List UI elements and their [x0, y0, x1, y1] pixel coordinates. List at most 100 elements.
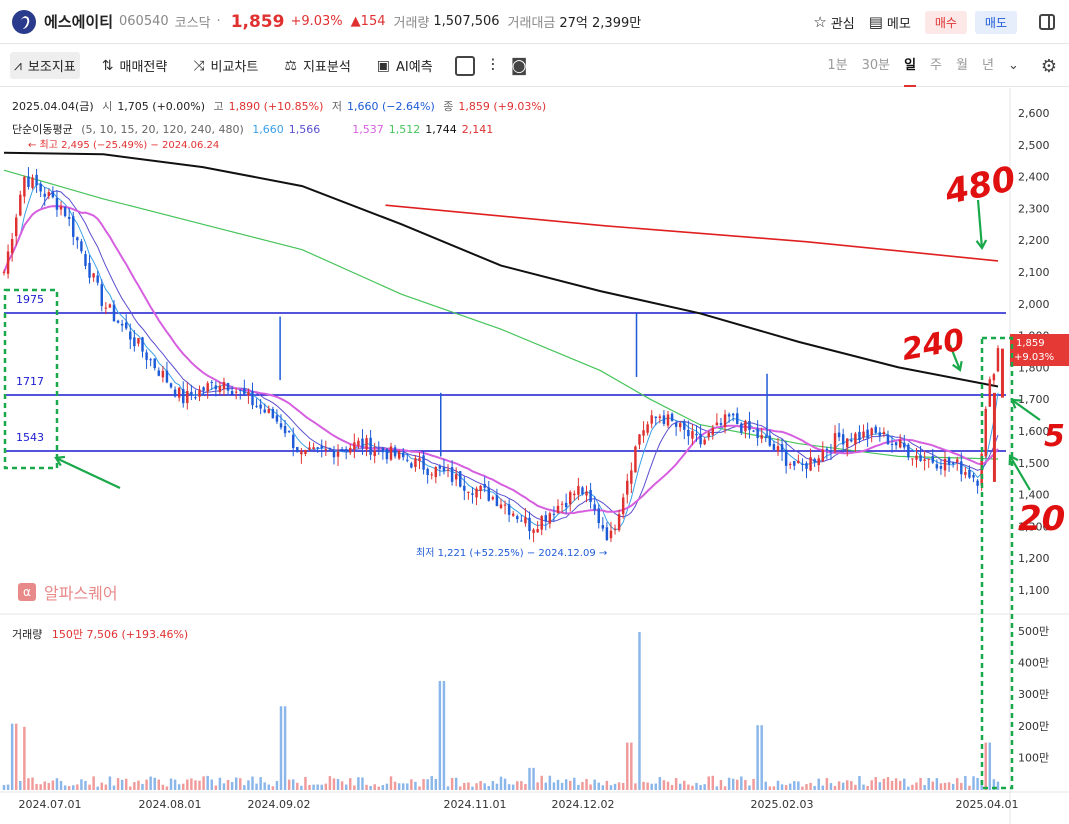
volume-bar	[874, 777, 877, 790]
volume-bar	[903, 778, 906, 790]
volume-bar	[59, 781, 63, 790]
volume-bar	[890, 780, 894, 790]
volume-bar	[300, 785, 303, 790]
volume-bar	[133, 782, 136, 790]
period-week[interactable]: 주	[930, 58, 943, 73]
strategy-button[interactable]: ⇅ 매매전략	[98, 52, 172, 79]
ai-predict-button[interactable]: ▣ AI예측	[373, 52, 437, 79]
volume-bar	[251, 776, 254, 790]
arrow-480-head	[975, 239, 988, 251]
high-label: 고	[213, 100, 224, 113]
sell-button[interactable]: 매도	[974, 10, 1017, 34]
watch-label: 관심	[830, 16, 855, 32]
memo-button[interactable]: ▤ 메모	[869, 13, 911, 32]
camera-icon[interactable]: ◙	[510, 55, 528, 76]
candle-body	[858, 431, 861, 440]
alphasquare-logo-icon: α	[18, 583, 36, 601]
volume-bar	[915, 782, 918, 790]
volume-bar	[886, 777, 890, 790]
side-panel-icon[interactable]	[1039, 14, 1055, 30]
indicators-button[interactable]: ⩘ 보조지표	[10, 52, 80, 79]
volume-bar	[475, 783, 478, 790]
candle-body	[55, 197, 59, 210]
period-month[interactable]: 월	[956, 58, 968, 73]
volume-bar	[597, 782, 600, 790]
last-price-pct: +9.03%	[1014, 352, 1054, 363]
candle-body	[511, 513, 515, 516]
watch-button[interactable]: ☆ 관심	[813, 13, 854, 32]
volume-bar	[39, 784, 42, 790]
period-year[interactable]: 년	[981, 58, 994, 73]
stock-name[interactable]: 에스에이티	[44, 13, 114, 31]
volume-bar	[385, 783, 389, 790]
volume-bar	[577, 784, 580, 790]
candle-body	[230, 391, 234, 395]
price-chart[interactable]: 2,6002,5002,4002,3002,2002,1002,0001,900…	[0, 88, 1069, 824]
period-1min[interactable]: 1분	[827, 58, 848, 73]
volume-bar	[161, 784, 165, 790]
candle-body	[748, 420, 751, 431]
y-tick-label: 2,100	[1018, 266, 1050, 279]
candle-body	[907, 444, 910, 458]
volume-panel-value: 150만 7,506 (+193.46%)	[51, 628, 189, 641]
candle-body	[736, 413, 739, 425]
volume-bar	[389, 776, 393, 790]
candle-body	[422, 455, 425, 470]
candle-body	[2, 272, 6, 274]
volume-bar	[711, 775, 715, 790]
volume-bar	[931, 781, 935, 790]
volume-bar	[149, 776, 152, 790]
candle-type-icon[interactable]: ⫶	[490, 55, 495, 76]
analysis-button[interactable]: ⚖ 지표분석	[280, 52, 354, 79]
volume-bar	[206, 775, 209, 790]
arrow-20	[1009, 455, 1031, 491]
compare-button[interactable]: ⤨ 비교차트	[189, 52, 262, 79]
candle-body	[813, 458, 816, 463]
candle-body	[349, 447, 352, 453]
vol-tick-label: 100만	[1018, 751, 1049, 764]
candle-body	[756, 428, 759, 438]
handwritten-5: 5	[1044, 419, 1065, 454]
volume-bar	[283, 706, 287, 790]
arrow-240	[948, 344, 962, 371]
candle-body	[247, 392, 250, 396]
candle-body	[621, 497, 625, 515]
gear-icon[interactable]: ⚙	[1040, 55, 1057, 77]
x-tick-label: 2024.12.02	[552, 798, 615, 811]
candle-body	[471, 493, 474, 495]
candle-body	[454, 474, 458, 480]
candle-body	[919, 455, 922, 461]
candle-body	[27, 176, 30, 187]
volume-bar	[630, 742, 633, 790]
y-tick-label: 2,500	[1018, 139, 1050, 152]
candle-body	[699, 433, 702, 445]
volume-bar	[911, 784, 914, 790]
draw-box-icon[interactable]	[454, 55, 475, 76]
volume-bar	[96, 786, 99, 790]
period-30min[interactable]: 30분	[861, 58, 891, 73]
volume-bar	[51, 780, 55, 790]
candle-body	[336, 451, 340, 457]
ma-params: (5, 10, 15, 20, 120, 240, 480)	[81, 123, 244, 136]
volume-bar	[406, 783, 409, 790]
candle-body	[678, 423, 682, 428]
volume-bar	[524, 783, 527, 790]
buy-button[interactable]: 매수	[924, 10, 967, 34]
candle-body	[226, 383, 230, 391]
candle-body	[129, 331, 132, 340]
volume-bar	[520, 781, 523, 790]
candle-body	[210, 381, 213, 383]
x-tick-label: 2024.09.02	[248, 798, 311, 811]
volume-bar	[153, 777, 156, 790]
volume-bar	[988, 742, 992, 790]
candle-body	[670, 413, 674, 422]
period-day[interactable]: 일	[904, 45, 917, 87]
volume-bar	[182, 783, 185, 790]
chevron-down-icon[interactable]: ⌄	[1007, 58, 1019, 73]
candle-body	[251, 390, 254, 406]
y-tick-label: 1,500	[1018, 457, 1050, 470]
candle-body	[389, 446, 393, 460]
candle-body	[617, 514, 621, 531]
market-name: 코스닥	[174, 16, 211, 31]
ma-info: 단순이동평균 (5, 10, 15, 20, 120, 240, 480) 1,…	[12, 121, 503, 137]
